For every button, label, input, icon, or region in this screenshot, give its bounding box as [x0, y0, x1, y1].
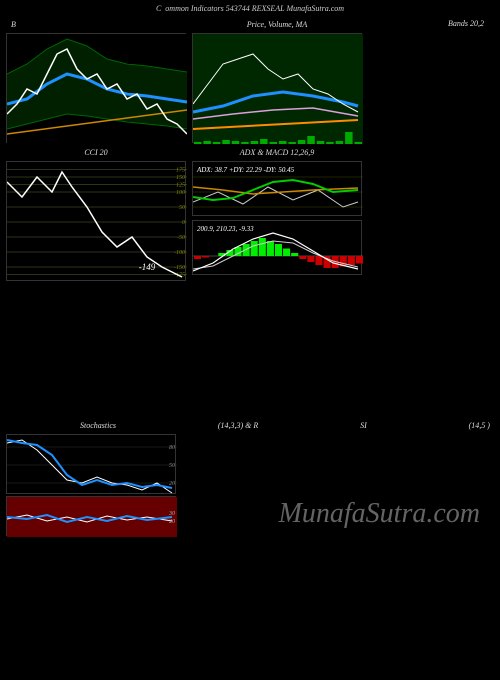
svg-text:175: 175: [176, 168, 185, 174]
bb-title: B: [11, 20, 16, 29]
ma-title: Price, Volume, MA: [247, 20, 307, 29]
macd-panel: 200.9, 210.23, -9.33: [192, 220, 362, 275]
svg-text:200.9, 210.23, -9.33: 200.9, 210.23, -9.33: [197, 225, 254, 233]
svg-text:100: 100: [176, 190, 185, 196]
stoch-panel: 80 50 20: [6, 434, 176, 494]
stoch-stack: 80 50 20 3020: [6, 434, 176, 536]
rsi-chart: 3020: [7, 497, 177, 537]
svg-text:-50: -50: [177, 235, 185, 241]
svg-text:150: 150: [176, 175, 185, 181]
macd-chart: 200.9, 210.23, -9.33: [193, 221, 363, 276]
svg-text:125: 125: [176, 183, 185, 189]
header-middle: ommon Indicators 543744 REXSEAL MunafaSu…: [165, 4, 344, 13]
right-stack: ADX & MACD 12,26,9 ADX: 38.7 +DY: 22.29 …: [192, 161, 362, 281]
bollinger-panel: B: [6, 33, 186, 143]
stoch-title-row: Stochastics (14,3,3) & R SI (14,5 ): [0, 421, 500, 434]
cci-chart: 175150125100500-50-100-150-175-149: [7, 162, 187, 282]
cci-panel: CCI 20 175150125100500-50-100-150-175-14…: [6, 161, 186, 281]
adx-title: ADX & MACD 12,26,9: [240, 148, 314, 157]
bands-label-area: Bands 20,2: [368, 33, 494, 143]
ma-chart: [193, 34, 363, 144]
bands-title: Bands 20,2: [448, 19, 484, 28]
svg-text:20: 20: [169, 481, 175, 487]
page-header: C ommon Indicators 543744 REXSEAL Munafa…: [0, 0, 500, 17]
stoch-params-right: (14,5 ): [469, 421, 490, 430]
svg-text:20: 20: [169, 519, 175, 525]
svg-text:50: 50: [169, 463, 175, 469]
adx-panel: ADX & MACD 12,26,9 ADX: 38.7 +DY: 22.29 …: [192, 161, 362, 216]
ma-panel: Price, Volume, MA: [192, 33, 362, 143]
svg-text:80: 80: [169, 445, 175, 451]
cci-title: CCI 20: [84, 148, 107, 157]
bb-chart: [7, 34, 187, 144]
adx-chart: ADX: 38.7 +DY: 22.29 -DY: 50.45: [193, 162, 363, 217]
svg-text:-149: -149: [139, 262, 156, 272]
stoch-chart: 80 50 20: [7, 435, 177, 495]
svg-text:-150: -150: [174, 265, 185, 271]
svg-text:50: 50: [179, 205, 185, 211]
rsi-label: SI: [360, 421, 367, 430]
rsi-panel: 3020: [6, 496, 176, 536]
stoch-label: Stochastics: [80, 421, 116, 430]
svg-text:0: 0: [182, 220, 185, 226]
stoch-params-left: (14,3,3) & R: [218, 421, 258, 430]
svg-text:ADX: 38.7 +DY: 22.29 -DY: 50.4: ADX: 38.7 +DY: 22.29 -DY: 50.45: [196, 166, 295, 174]
svg-text:-100: -100: [174, 250, 185, 256]
header-left: C: [156, 4, 161, 13]
